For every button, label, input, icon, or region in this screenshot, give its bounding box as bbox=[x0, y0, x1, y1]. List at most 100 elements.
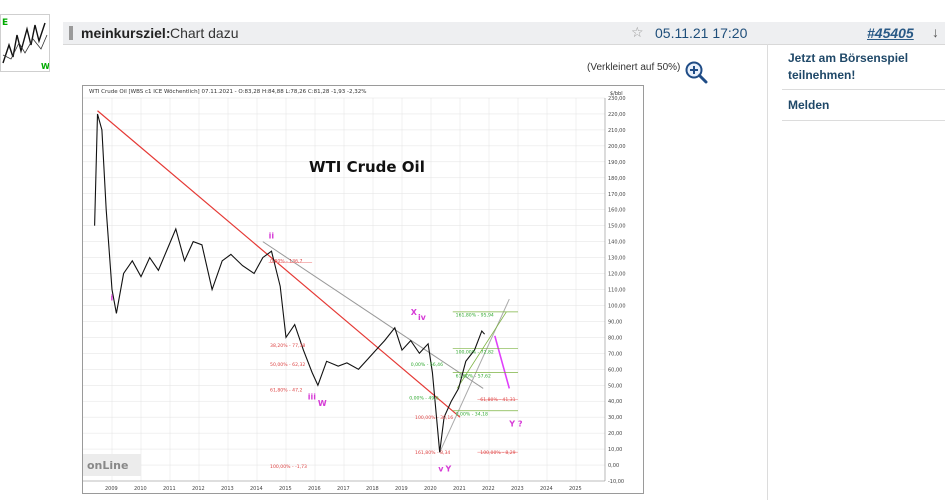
y-tick-label: 160,00 bbox=[608, 208, 626, 214]
x-tick-label: 2014 bbox=[250, 486, 263, 492]
y-tick-label: 100,00 bbox=[608, 303, 626, 309]
y-tick-label: 70,00 bbox=[608, 351, 622, 357]
x-tick-label: 2024 bbox=[540, 486, 553, 492]
y-tick-label: 190,00 bbox=[608, 160, 626, 166]
fib-annotation: 161,80% - 8,34 bbox=[415, 450, 450, 456]
x-tick-label: 2021 bbox=[453, 486, 466, 492]
chart-unit-label: $/bbl bbox=[610, 91, 623, 97]
fib-annotation: 61,80% - 47,2 bbox=[270, 388, 302, 394]
join-game-link[interactable]: Jetzt am Börsenspiel teilnehmen! bbox=[788, 50, 908, 84]
sidebar-separator bbox=[782, 120, 945, 121]
join-game-link-line2: teilnehmen! bbox=[788, 68, 856, 82]
y-tick-label: 220,00 bbox=[608, 112, 626, 118]
y-tick-label: 180,00 bbox=[608, 176, 626, 182]
fib-annotation: 100,00% - -1,73 bbox=[270, 464, 307, 470]
chart-grid bbox=[83, 97, 605, 482]
x-tick-label: 2009 bbox=[105, 486, 118, 492]
chart-logo-text: onLine bbox=[87, 459, 128, 472]
fib-annotation: 0,00% - 56,46 bbox=[411, 362, 443, 368]
red-trendline bbox=[97, 110, 461, 418]
gray-trendline bbox=[262, 241, 484, 389]
x-tick-label: 2013 bbox=[221, 486, 234, 492]
y-tick-label: 130,00 bbox=[608, 256, 626, 262]
post-author[interactable]: meinkursziel: bbox=[81, 25, 171, 41]
x-tick-label: 2017 bbox=[337, 486, 350, 492]
fib-annotation: 100,00% - 30,16 bbox=[415, 415, 453, 421]
post-timestamp: 05.11.21 17:20 bbox=[655, 25, 748, 41]
y-tick-label: 90,00 bbox=[608, 319, 622, 325]
wave-label: X bbox=[411, 308, 418, 317]
green-channel-line bbox=[456, 311, 507, 389]
fib-annotation: 38,20% - 77,38 bbox=[270, 343, 305, 349]
fib-annotation: 0,00% - 49,6 bbox=[409, 396, 438, 402]
fib-annotation: 0,00% - 136,7 bbox=[270, 258, 302, 264]
wave-label: iii bbox=[308, 393, 316, 402]
x-tick-label: 2016 bbox=[308, 486, 321, 492]
x-tick-label: 2018 bbox=[366, 486, 379, 492]
y-tick-label: 210,00 bbox=[608, 128, 626, 134]
magenta-projection-line bbox=[494, 335, 511, 389]
x-tick-label: 2010 bbox=[134, 486, 147, 492]
wave-label: W bbox=[318, 399, 327, 408]
fib-annotation: 100,00% - 72,82 bbox=[456, 349, 494, 355]
avatar-chart-thumbnail: E W bbox=[1, 15, 49, 71]
svg-text:W: W bbox=[41, 62, 49, 71]
wave-label: Y bbox=[445, 464, 452, 473]
join-game-link-line1: Jetzt am Börsenspiel bbox=[788, 51, 909, 65]
fib-annotation: 50,00% - 62,32 bbox=[270, 362, 305, 368]
y-tick-label: 170,00 bbox=[608, 192, 626, 198]
x-tick-label: 2015 bbox=[279, 486, 292, 492]
chart-annotations: 0,00% - 136,7 38,20% - 77,38 50,00% - 62,3… bbox=[270, 258, 516, 470]
arrow-down-icon[interactable]: ↓ bbox=[932, 24, 939, 40]
y-tick-label: 80,00 bbox=[608, 335, 622, 341]
x-tick-label: 2020 bbox=[424, 486, 437, 492]
y-tick-label: 140,00 bbox=[608, 240, 626, 246]
star-icon[interactable]: ☆ bbox=[631, 24, 644, 40]
wave-label: Y ? bbox=[508, 420, 523, 429]
y-tick-label: 120,00 bbox=[608, 272, 626, 278]
sidebar-separator bbox=[782, 89, 945, 90]
y-tick-label: 10,00 bbox=[608, 447, 622, 453]
svg-text:E: E bbox=[2, 18, 8, 28]
fib-annotation: 161,80% - 95,94 bbox=[456, 313, 494, 319]
avatar[interactable]: E W bbox=[0, 14, 50, 72]
y-tick-label: 150,00 bbox=[608, 224, 626, 230]
chart-title: WTI Crude Oil bbox=[309, 158, 425, 176]
post-header: meinkursziel: Chart dazu ☆ 05.11.21 17:2… bbox=[63, 22, 945, 45]
fib-annotation: 61,80% - 41,31 bbox=[480, 397, 515, 403]
post-title: Chart dazu bbox=[170, 25, 239, 41]
y-tick-label: 60,00 bbox=[608, 367, 622, 373]
report-link[interactable]: Melden bbox=[788, 98, 830, 112]
chart-trendlines bbox=[97, 110, 518, 453]
chart-price-series bbox=[94, 113, 486, 453]
x-tick-label: 2025 bbox=[569, 486, 582, 492]
wave-label: ii bbox=[269, 231, 275, 240]
x-tick-label: 2011 bbox=[163, 486, 176, 492]
y-tick-label: 50,00 bbox=[608, 383, 622, 389]
fib-annotation: 0,00% - 34,18 bbox=[456, 412, 488, 418]
y-tick-label: 30,00 bbox=[608, 415, 622, 421]
zoom-in-icon[interactable] bbox=[684, 60, 708, 84]
chart-header-text: WTI Crude Oil [WBS c1 ICE Wöchentlich] 0… bbox=[89, 89, 367, 95]
drag-handle-icon bbox=[69, 26, 73, 40]
wave-label: v bbox=[438, 464, 444, 473]
chart-axes: 230,00 220,00 210,00 200,00 190,00 180,00 170,… bbox=[83, 96, 626, 492]
x-tick-label: 2023 bbox=[511, 486, 524, 492]
y-tick-label: 200,00 bbox=[608, 144, 626, 150]
gray-channel-line bbox=[439, 298, 510, 453]
y-tick-label: 110,00 bbox=[608, 288, 626, 294]
price-line bbox=[94, 113, 486, 453]
x-tick-label: 2019 bbox=[395, 486, 408, 492]
fib-annotation: 100,00% - 8,29 bbox=[480, 450, 515, 456]
x-tick-label: 2022 bbox=[482, 486, 495, 492]
chart-scale-note: (Verkleinert auf 50%) bbox=[587, 62, 681, 73]
x-tick-label: 2012 bbox=[192, 486, 205, 492]
y-tick-label: 20,00 bbox=[608, 431, 622, 437]
wave-label: iv bbox=[418, 313, 427, 322]
post-number-link[interactable]: #45405 bbox=[867, 25, 914, 41]
y-tick-label: 230,00 bbox=[608, 96, 626, 102]
sidebar-divider bbox=[767, 44, 768, 500]
